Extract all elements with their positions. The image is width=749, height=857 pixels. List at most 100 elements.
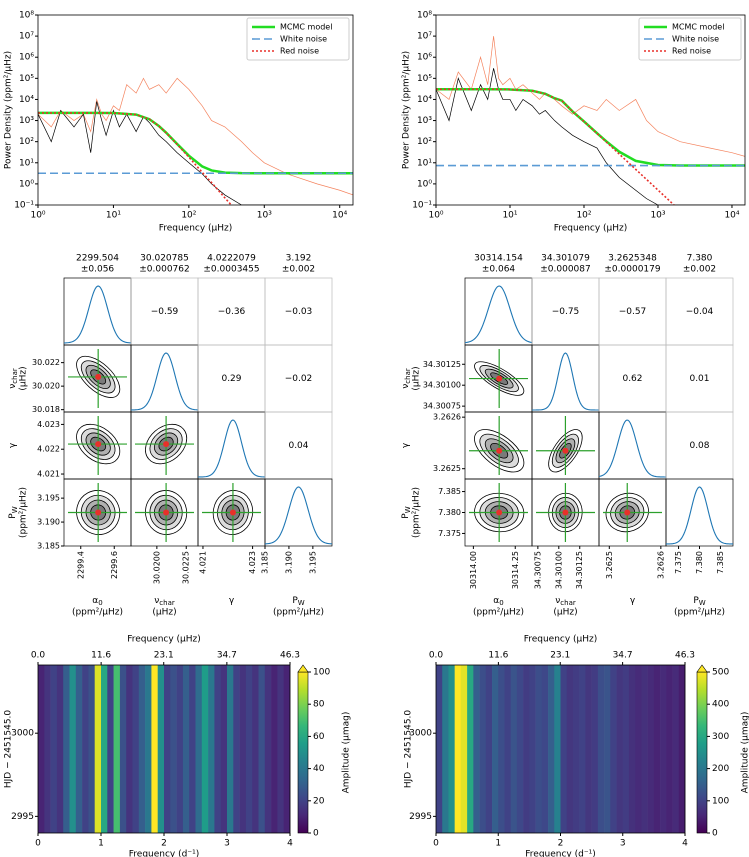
colorbar-tick-label: 20 [313, 796, 325, 806]
param-subscript: char [159, 599, 175, 607]
histogram [598, 419, 666, 478]
x-tick-label: 4 [287, 839, 293, 849]
x-tick-label: 10² [576, 211, 591, 221]
param-unit: (ppm²/μHz) [19, 487, 29, 538]
contours [68, 483, 127, 542]
model-line [38, 111, 353, 175]
heat-cell [264, 665, 272, 833]
heat-cell [604, 665, 611, 833]
best-fit [496, 375, 503, 382]
best-fit [229, 509, 236, 516]
cell-frame [63, 277, 132, 346]
param-subscript: W [404, 506, 412, 513]
heat-cell [585, 665, 592, 833]
model-line [436, 88, 676, 205]
x2-tick-label: 34.7 [217, 651, 237, 661]
heat-cell [63, 665, 70, 833]
heat-cell [119, 665, 127, 833]
param-label: γ [229, 596, 235, 606]
heat-cell [107, 665, 114, 833]
heat-cell [252, 665, 259, 833]
heat-cell [94, 665, 102, 833]
x-tick-label: 30314.00 [469, 551, 478, 589]
y-tick-label: 3000 [11, 729, 34, 739]
param-value: 7.380 [687, 254, 713, 264]
param-unit: (μHz) [152, 608, 176, 618]
contours [603, 483, 662, 542]
param-symbol: γ [229, 596, 235, 606]
y-tick-label: 4.023 [37, 420, 60, 429]
heat-cell [88, 665, 95, 833]
y-tick-label: 10⁵ [19, 74, 34, 84]
y-tick-label: 3.2626 [433, 413, 461, 422]
histogram [532, 352, 599, 411]
heat-cell [170, 665, 177, 833]
x2-tick-label: 11.6 [91, 651, 111, 661]
param-label: α0 [92, 596, 102, 608]
param-symbol: ν [555, 596, 560, 606]
param-unit: (ppm²/μHz) [674, 608, 725, 618]
y-tick-label: 30.018 [32, 405, 60, 414]
plot-frame [37, 14, 354, 206]
legend-label: Red noise [280, 47, 319, 56]
contours [536, 416, 595, 475]
y-tick-label: 10² [19, 137, 34, 147]
y-tick-label: 10⁶ [19, 53, 34, 63]
heat-cell [101, 665, 108, 833]
cell-frame [665, 478, 734, 547]
y-tick-label: 10⁷ [417, 32, 432, 42]
y-tick-label: 2995 [11, 812, 34, 822]
param-label: PW [693, 596, 705, 608]
best-fit [95, 441, 102, 448]
x-tick-label: 2 [161, 839, 167, 849]
correlation: −0.59 [151, 307, 179, 317]
x-tick-label: 3.2625 [605, 551, 614, 579]
x-tick-label: 34.30125 [575, 551, 584, 589]
heat-cell [479, 665, 487, 833]
param-unit: (ppm²/μHz) [72, 608, 123, 618]
heat-cell [566, 665, 574, 833]
y-axis-label: Power Density (ppm²/μHz) [402, 51, 412, 169]
heat-cell [164, 665, 171, 833]
param-label: νchar [401, 368, 413, 389]
best-fit [163, 509, 170, 516]
heat-cell [510, 665, 518, 833]
heat-cell [473, 665, 480, 833]
x-tick-label: 7.375 [674, 551, 683, 574]
correlation: 0.01 [689, 374, 709, 384]
heat-cell [201, 665, 209, 833]
heat-cell [442, 665, 449, 833]
y-tick-label: 3.185 [37, 542, 60, 551]
heat-cell [666, 665, 673, 833]
param-value: 3.2625348 [608, 254, 657, 264]
param-label: PW [8, 506, 20, 518]
param-value: 3.192 [286, 254, 312, 264]
x-tick-label: 0 [433, 839, 439, 849]
param-symbol: γ [401, 442, 411, 448]
x-tick-label: 30314.25 [511, 551, 520, 589]
heat-cell [529, 665, 536, 833]
y-tick-label: 10⁰ [417, 179, 432, 189]
x-tick-label: 2299.6 [110, 551, 119, 579]
legend-label: White noise [672, 35, 719, 44]
x2-axis-label: Frequency (μHz) [524, 635, 598, 645]
heat-cell [233, 665, 240, 833]
cell-frame [264, 478, 333, 547]
x-tick-label: 3.185 [261, 551, 270, 574]
y-tick-label: 10⁸ [19, 11, 34, 21]
heat-cell [492, 665, 499, 833]
y-tick-label: 4.021 [37, 470, 60, 479]
heat-cell [245, 665, 253, 833]
correlation: 0.29 [221, 374, 241, 384]
heat-cell [44, 665, 51, 833]
y-tick-label: 10⁴ [19, 95, 34, 105]
x-tick-label: 7.380 [695, 551, 704, 574]
param-error: ±0.064 [482, 265, 516, 275]
heat-cell [591, 665, 599, 833]
y-tick-label: 10³ [417, 116, 432, 126]
y-tick-label: 10⁵ [417, 74, 432, 84]
contours [202, 483, 261, 542]
heat-cell [460, 665, 468, 833]
y-tick-label: 10³ [19, 116, 34, 126]
param-unit: (ppm²/μHz) [473, 608, 524, 618]
